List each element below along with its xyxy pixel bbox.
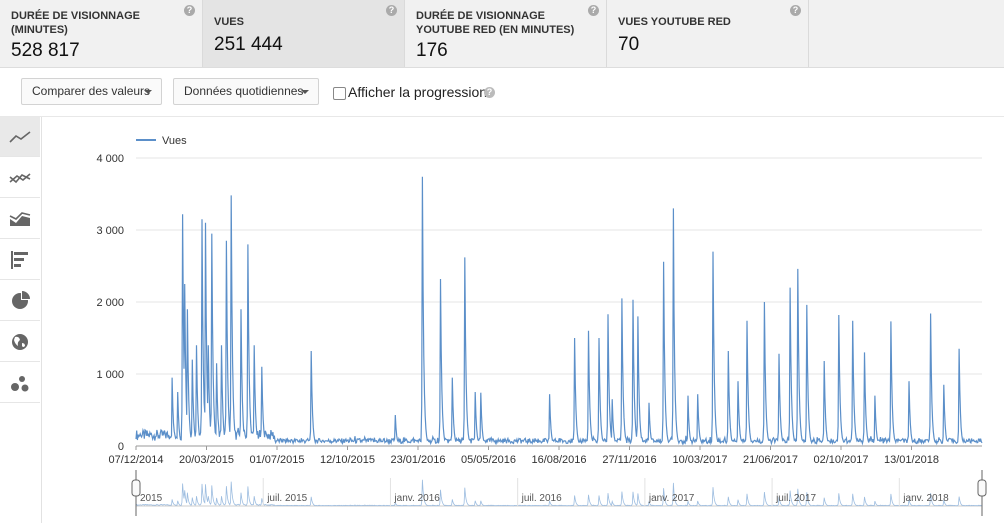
y-tick-label: 4 000	[96, 153, 124, 165]
chart-controls: Comparer des valeurs Données quotidienne…	[0, 68, 1004, 117]
granularity-label: Données quotidiennes	[184, 84, 304, 98]
chart-legend: Vues	[136, 135, 187, 147]
metric-value-watch-time: 528 817	[11, 40, 80, 61]
granularity-dropdown[interactable]: Données quotidiennes	[173, 78, 319, 105]
area-chart-icon	[9, 211, 31, 226]
x-tick-label: 21/06/2017	[743, 454, 798, 466]
bar-chart-button[interactable]	[0, 240, 40, 280]
navigator-handle	[131, 479, 141, 497]
metric-card-red-views[interactable]: VUES YOUTUBE RED 70 ?	[607, 0, 809, 67]
navigator-handle	[977, 479, 987, 497]
metric-label-line2: YOUTUBE RED (EN MINUTES)	[416, 24, 575, 36]
y-tick-label: 2 000	[96, 297, 124, 309]
navigator-series	[135, 479, 983, 507]
pie-chart-button[interactable]	[0, 281, 40, 321]
metric-label-red-views: VUES YOUTUBE RED	[618, 15, 731, 29]
x-tick-label: 16/08/2016	[531, 454, 586, 466]
metric-label-line1: VUES YOUTUBE RED	[618, 16, 731, 28]
bar-chart-icon	[11, 250, 28, 269]
line-chart-icon	[9, 130, 31, 143]
navigator-label: juil. 2017	[775, 493, 816, 504]
globe-icon	[12, 333, 28, 350]
navigator-label: juil. 2015	[266, 493, 307, 504]
metric-label-line1: VUES	[214, 16, 244, 28]
metric-label-line2: (MINUTES)	[11, 24, 68, 36]
x-tick-label: 20/03/2015	[179, 454, 234, 466]
x-tick-label: 10/03/2017	[672, 454, 727, 466]
series-line-vues	[135, 176, 983, 446]
metric-card-watch-time[interactable]: DURÉE DE VISIONNAGE (MINUTES) 528 817 ?	[0, 0, 203, 67]
navigator-label: janv. 2018	[902, 493, 949, 504]
metric-value-views: 251 444	[214, 34, 283, 55]
metric-value-red-views: 70	[618, 34, 640, 55]
show-progress-checkbox[interactable]	[333, 87, 346, 100]
multi-line-chart-button[interactable]	[0, 158, 40, 198]
x-tick-label: 13/01/2018	[884, 454, 939, 466]
help-icon[interactable]: ?	[184, 5, 195, 16]
x-tick-label: 27/11/2016	[602, 454, 656, 466]
help-icon[interactable]: ?	[484, 87, 495, 98]
bubble-chart-button[interactable]	[0, 363, 40, 403]
x-tick-label: 01/07/2015	[249, 454, 304, 466]
metric-label-watch-time: DURÉE DE VISIONNAGE (MINUTES)	[11, 9, 140, 37]
metric-card-red-watch-time[interactable]: DURÉE DE VISIONNAGE YOUTUBE RED (EN MINU…	[405, 0, 607, 67]
geo-map-button[interactable]	[0, 322, 40, 362]
x-axis: 07/12/2014 20/03/2015 01/07/2015 12/10/2015…	[108, 446, 939, 466]
chevron-down-icon	[301, 90, 309, 94]
metric-card-views[interactable]: VUES 251 444 ?	[203, 0, 405, 67]
y-tick-label: 3 000	[96, 225, 124, 237]
metric-label-views: VUES	[214, 15, 244, 29]
navigator-label: janv. 2016	[393, 493, 440, 504]
range-navigator[interactable]: 2015 juil. 2015 janv. 2016 juil. 2016 janv. …	[131, 470, 987, 516]
metrics-bar: DURÉE DE VISIONNAGE (MINUTES) 528 817 ? …	[0, 0, 1004, 68]
show-progress-label[interactable]: Afficher la progression	[348, 84, 488, 100]
legend-label: Vues	[162, 135, 187, 147]
compare-values-label: Comparer des valeurs	[32, 84, 151, 98]
y-tick-label: 1 000	[96, 369, 124, 381]
bubble-chart-icon	[11, 375, 29, 391]
area-chart-button[interactable]	[0, 199, 40, 239]
help-icon[interactable]: ?	[588, 5, 599, 16]
y-tick-label: 0	[118, 441, 124, 453]
metric-value-red-watch-time: 176	[416, 40, 448, 61]
x-tick-label: 12/10/2015	[320, 454, 375, 466]
navigator-label: janv. 2017	[648, 493, 695, 504]
navigator-label: 2015	[140, 493, 163, 504]
chart-type-toolbar	[0, 117, 42, 523]
chevron-down-icon	[144, 90, 152, 94]
x-tick-label: 07/12/2014	[108, 454, 163, 466]
x-tick-label: 23/01/2016	[390, 454, 445, 466]
help-icon[interactable]: ?	[386, 5, 397, 16]
navigator-label: juil. 2016	[521, 493, 562, 504]
metric-label-line1: DURÉE DE VISIONNAGE	[416, 10, 545, 22]
help-icon[interactable]: ?	[790, 5, 801, 16]
multi-line-icon	[9, 172, 31, 183]
x-tick-label: 02/10/2017	[813, 454, 868, 466]
metric-label-line1: DURÉE DE VISIONNAGE	[11, 10, 140, 22]
metric-label-red-watch-time: DURÉE DE VISIONNAGE YOUTUBE RED (EN MINU…	[416, 9, 574, 37]
compare-values-dropdown[interactable]: Comparer des valeurs	[21, 78, 162, 105]
views-line-chart: 0 1 000 2 000 3 000 4 000 07/12/2014 20/03/20…	[96, 135, 987, 516]
pie-chart-icon	[12, 290, 30, 309]
y-axis: 0 1 000 2 000 3 000 4 000	[96, 153, 124, 453]
x-tick-label: 05/05/2016	[461, 454, 516, 466]
line-chart-button[interactable]	[0, 117, 40, 157]
